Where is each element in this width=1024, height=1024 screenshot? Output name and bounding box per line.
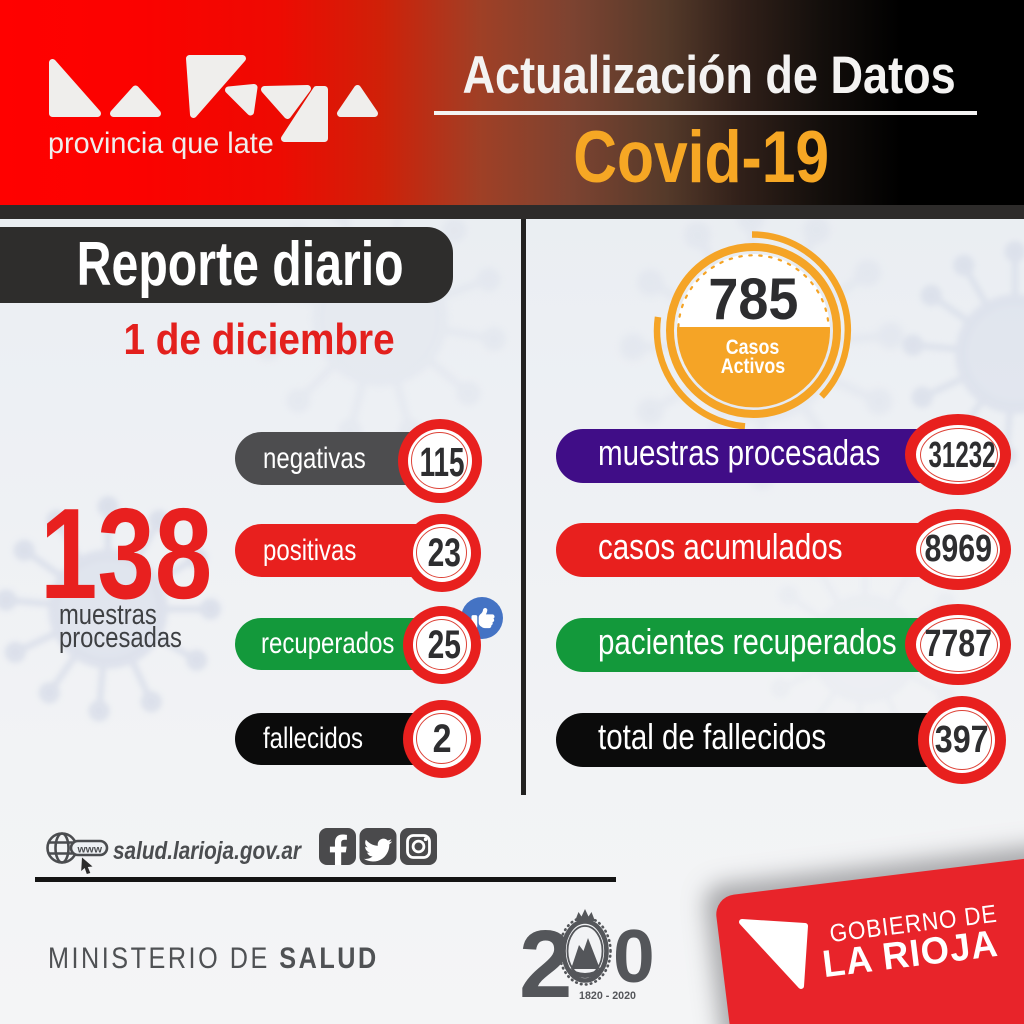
svg-text:www: www	[77, 844, 103, 856]
svg-text:0: 0	[613, 914, 655, 998]
svg-text:1820 - 2020: 1820 - 2020	[579, 990, 636, 1002]
